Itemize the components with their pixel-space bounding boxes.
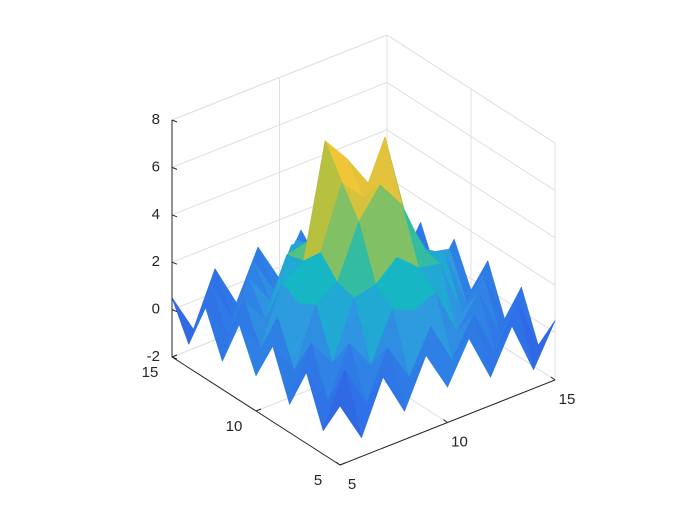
surface-patch [322,369,362,438]
z-tick [171,356,178,360]
y-tick-label: 10 [226,418,243,435]
z-tick-label: 2 [152,253,160,270]
z-tick [171,309,178,313]
y-tick [255,408,262,412]
z-tick-label: 4 [152,206,160,223]
x-tick-label: 10 [451,433,468,450]
y-tick-label: 15 [142,364,159,381]
z-tick [171,261,178,265]
z-tick [171,166,178,170]
z-tick [171,119,178,123]
box-edge [171,34,388,121]
x-tick-label: 5 [348,476,356,493]
surface-patch [171,283,211,345]
y-tick-label: 5 [314,472,322,489]
x-tick [443,419,448,423]
x-tick [335,461,341,466]
z-tick [171,214,178,218]
z-tick-label: 8 [152,111,160,128]
x-tick [550,376,556,381]
z-tick-label: 6 [152,158,160,175]
x-tick-label: 15 [559,391,576,408]
z-tick-label: 0 [152,301,160,318]
box-edge [386,34,556,144]
y-tick [339,462,346,466]
y-tick [171,354,178,358]
z-tick-label: -2 [147,348,160,365]
